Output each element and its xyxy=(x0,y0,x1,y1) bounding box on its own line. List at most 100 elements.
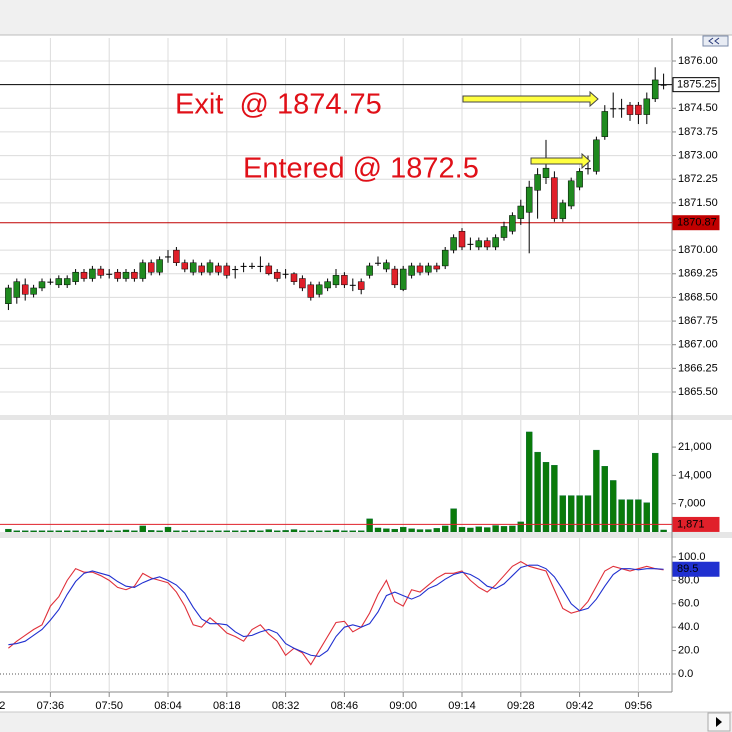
y-tick-label: 100.0 xyxy=(678,551,706,563)
volume-bar xyxy=(198,530,205,532)
candle-body xyxy=(660,84,667,86)
volume-bar xyxy=(341,530,348,532)
candle-body xyxy=(181,262,189,270)
candle-body xyxy=(273,271,281,279)
y-tick-label: 1867.75 xyxy=(678,315,718,327)
y-tick-label: 20.0 xyxy=(678,644,699,656)
candle-body xyxy=(63,278,71,286)
candle-body xyxy=(139,262,147,279)
ref-line-label: 1870.87 xyxy=(677,217,717,229)
candle-body xyxy=(534,174,541,191)
volume-bar xyxy=(660,529,667,532)
volume-bar xyxy=(467,527,474,532)
candle-body xyxy=(80,271,88,279)
candle-body xyxy=(618,108,625,110)
toolbar xyxy=(0,0,732,35)
collapse-icon xyxy=(708,37,720,45)
volume-bar xyxy=(568,495,575,532)
exit-arrow xyxy=(462,90,599,108)
volume-bar xyxy=(450,508,457,532)
y-tick-label: 80.0 xyxy=(678,574,699,586)
last-price-label-box xyxy=(672,77,720,93)
exit-annotation: Exit @ 1874.75 xyxy=(175,89,382,121)
volume-average-label: 1,871 xyxy=(677,518,705,530)
plot-layer: 07:22 07:36 07:50 08:04 08:18 08:32 08:46 09:00… xyxy=(0,38,720,712)
volume-bar xyxy=(324,530,331,532)
last-price-label: 1875.25 xyxy=(677,79,717,91)
stochastic-line xyxy=(8,561,664,666)
candle-body xyxy=(601,111,609,137)
candle-body xyxy=(332,275,340,286)
x-tick-label: 07:50 xyxy=(95,700,123,712)
volume-bar xyxy=(282,530,289,532)
candle-body xyxy=(643,98,651,115)
volume-bar xyxy=(416,529,424,532)
candle-body xyxy=(483,240,491,248)
y-tick-label: 0.0 xyxy=(678,668,693,680)
volume-bar xyxy=(332,529,340,532)
volume-bar xyxy=(215,530,222,532)
volume-bar xyxy=(374,527,382,532)
volume-bar xyxy=(231,530,239,532)
candle-body xyxy=(500,226,508,238)
volume-bar xyxy=(576,495,583,532)
candle-body xyxy=(375,262,381,264)
y-tick-label: 1865.50 xyxy=(678,386,718,398)
candle-body xyxy=(357,281,365,290)
candle-body xyxy=(72,271,79,282)
volume-bar xyxy=(517,521,524,532)
candle-body xyxy=(131,271,138,279)
panel xyxy=(0,538,672,692)
candle-body xyxy=(47,281,54,283)
candle-body xyxy=(408,265,415,276)
volume-bar xyxy=(147,530,155,532)
volume-bar xyxy=(156,530,163,532)
entry-annotation: Entered @ 1872.5 xyxy=(243,153,479,185)
candle-body xyxy=(265,265,273,275)
volume-bar xyxy=(290,529,298,532)
y-tick-label: 1866.25 xyxy=(678,362,718,374)
y-tick-label: 1873.00 xyxy=(678,149,718,161)
candle-body xyxy=(425,265,432,273)
volume-bar xyxy=(80,530,88,532)
volume-bar xyxy=(593,449,600,532)
candle-body xyxy=(55,278,63,286)
volume-bar xyxy=(500,526,508,532)
panel-divider xyxy=(0,532,732,538)
y-tick-label: 21,000 xyxy=(678,441,712,453)
volume-bar xyxy=(131,530,138,532)
x-tick-label: 09:56 xyxy=(625,700,653,712)
candle-body xyxy=(567,180,575,207)
y-tick-label: 40.0 xyxy=(678,621,699,633)
candle-body xyxy=(349,284,356,286)
volume-bar xyxy=(534,451,541,532)
stochastic-readout: 89.5 xyxy=(677,563,698,575)
volume-bar xyxy=(652,452,659,532)
scrollbar[interactable] xyxy=(0,712,732,732)
x-tick-label: 09:28 xyxy=(507,700,535,712)
x-tick-label: 07:22 xyxy=(0,700,5,712)
volume-bar xyxy=(366,518,373,532)
candle-body xyxy=(13,281,21,298)
volume-bar xyxy=(400,526,407,532)
volume-bar xyxy=(643,502,650,532)
entry-arrow xyxy=(530,152,591,170)
volume-bar xyxy=(542,462,550,532)
candle-body xyxy=(341,275,348,286)
volume-bar xyxy=(72,530,79,532)
candle-body xyxy=(324,281,331,289)
candle-body xyxy=(114,271,121,279)
candle-body xyxy=(610,108,617,110)
volume-bar xyxy=(63,530,71,532)
volume-bar xyxy=(139,525,147,532)
volume-bar xyxy=(114,530,121,532)
candle-body xyxy=(416,265,424,273)
volume-bar xyxy=(383,528,390,532)
candle-body xyxy=(147,262,155,273)
candle-body xyxy=(450,237,457,251)
candle-body xyxy=(391,268,399,286)
x-tick-label: 07:36 xyxy=(37,700,65,712)
candle-body xyxy=(21,284,29,295)
candle-body xyxy=(635,104,642,115)
